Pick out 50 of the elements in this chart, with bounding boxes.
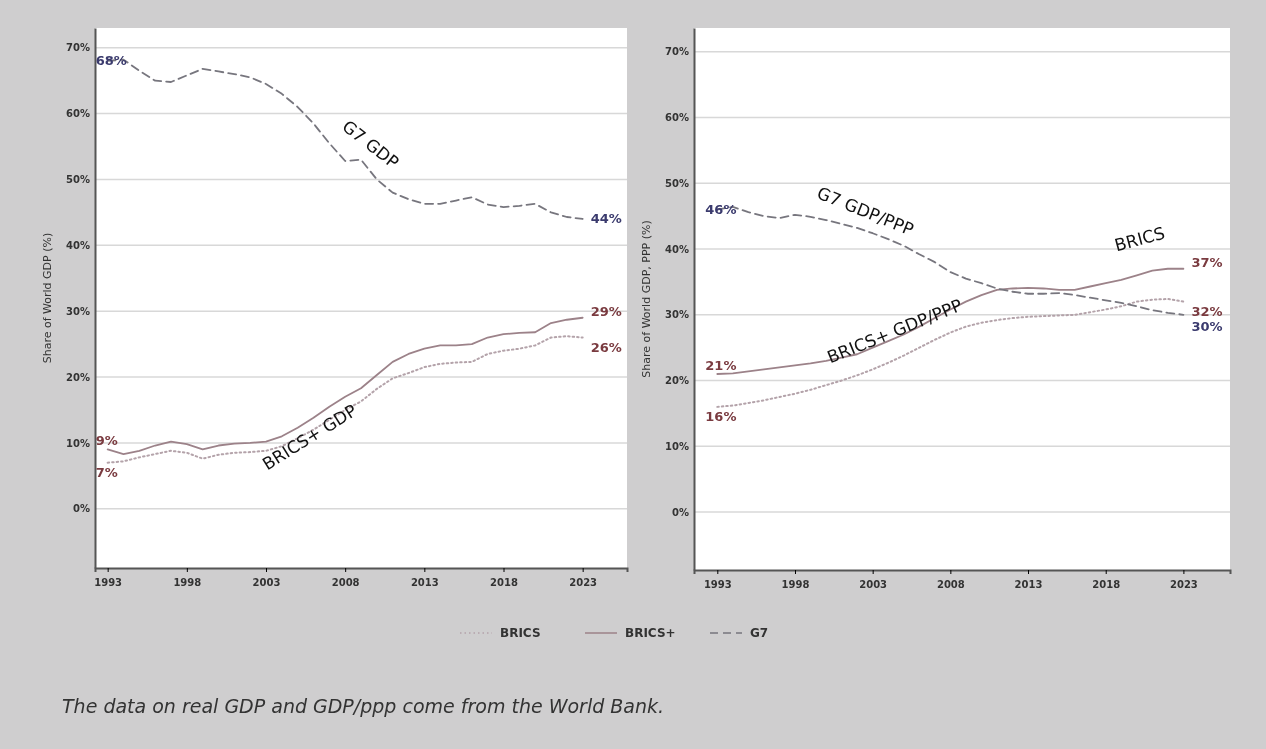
x-tick-label: 2013 — [410, 577, 439, 588]
x-tick-label: 2018 — [1092, 579, 1121, 590]
y-tick-label: 70% — [66, 42, 90, 54]
y-tick-label: 60% — [66, 108, 90, 120]
y-tick-label: 30% — [665, 309, 689, 321]
data-label: 46% — [705, 201, 737, 217]
data-label: 29% — [590, 303, 622, 319]
data-label: 9% — [95, 433, 118, 449]
x-tick-label: 2013 — [1014, 579, 1043, 590]
annotation: G7 GDP — [338, 116, 403, 173]
x-tick-label: 1993 — [94, 577, 123, 588]
y-tick-label: 0% — [73, 503, 90, 515]
data-label: 32% — [1191, 303, 1223, 319]
x-tick-label: 2023 — [569, 577, 598, 588]
y-tick-label: 10% — [665, 441, 689, 453]
data-label: 30% — [1191, 318, 1223, 334]
y-tick-label: 50% — [66, 174, 90, 186]
y-tick-label: 10% — [66, 437, 90, 449]
data-label: 37% — [1191, 254, 1223, 270]
legend-label: G7 — [750, 626, 769, 640]
y-tick-label: 70% — [665, 46, 689, 58]
data-label: 7% — [95, 464, 118, 480]
text: The data on real GDP and GDP/ppp come from the World Bank. — [62, 695, 665, 717]
y-axis-title: Share of World GDP, PPP (%) — [640, 220, 653, 378]
x-tick-label: 2018 — [490, 577, 518, 588]
data-label: 16% — [705, 408, 737, 424]
data-label: 26% — [590, 339, 622, 355]
data-label: 68% — [95, 52, 127, 68]
x-tick-label: 2003 — [859, 579, 888, 590]
data-label: 21% — [705, 357, 737, 373]
y-tick-label: 50% — [665, 177, 689, 189]
x-tick-label: 2008 — [331, 577, 360, 588]
legend-label: BRICS+ — [625, 626, 676, 640]
y-tick-label: 40% — [66, 240, 90, 252]
x-tick-label: 2023 — [1169, 579, 1198, 590]
y-tick-label: 0% — [672, 506, 689, 518]
y-tick-label: 20% — [66, 371, 90, 383]
data-label: 44% — [590, 210, 622, 226]
x-tick-label: 2008 — [936, 579, 965, 590]
y-tick-label: 40% — [665, 243, 689, 255]
x-tick-label: 1993 — [703, 579, 732, 590]
x-tick-label: 2003 — [252, 577, 281, 588]
y-tick-label: 20% — [665, 375, 689, 387]
y-tick-label: 30% — [66, 305, 90, 317]
annotation: BRICS — [1112, 222, 1168, 256]
legend-label: BRICS — [500, 626, 541, 640]
x-tick-label: 1998 — [173, 577, 202, 588]
y-tick-label: 60% — [665, 112, 689, 124]
x-tick-label: 1998 — [781, 579, 810, 590]
y-axis-title: Share of World GDP (%) — [41, 232, 54, 364]
